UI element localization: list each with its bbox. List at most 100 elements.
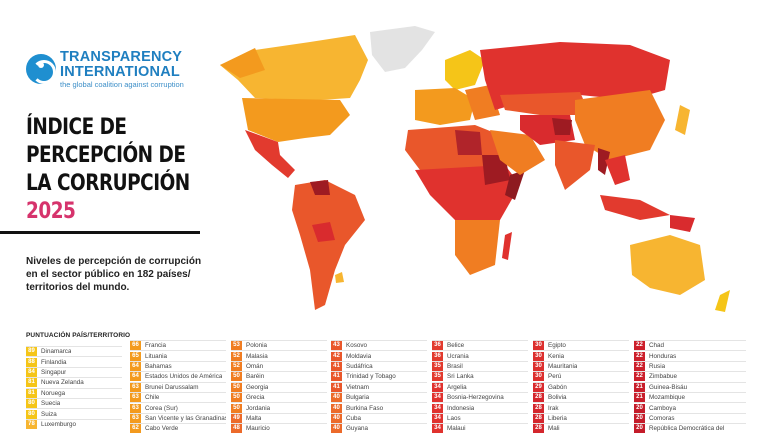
table-row: 80 Suecia: [26, 397, 122, 409]
country-name: Chad: [649, 342, 665, 350]
country-name: Argelia: [447, 383, 467, 391]
score-badge: 64: [130, 361, 141, 371]
score-badge: 34: [432, 413, 443, 423]
score-badge: 20: [634, 413, 645, 423]
country-name: Guinea-Bisáu: [649, 383, 688, 391]
score-badge: 35: [432, 361, 443, 371]
score-badge: 50: [231, 372, 242, 382]
south-america: [292, 180, 365, 310]
table-row: 20 Camboya: [634, 402, 746, 413]
country-name: Belice: [447, 342, 465, 350]
score-badge: 28: [533, 413, 544, 423]
arabia: [490, 130, 545, 175]
title-divider: [0, 231, 200, 234]
table-row: 88 Finlandia: [26, 356, 122, 367]
greenland-shape: [370, 26, 435, 72]
score-badge: 30: [533, 351, 544, 361]
afghanistan: [552, 118, 572, 135]
table-row: 78 Luxemburgo: [26, 418, 122, 429]
score-badge: 89: [26, 347, 37, 357]
country-name: Camboya: [649, 404, 676, 412]
country-name: Egipto: [548, 342, 566, 350]
score-badge: 65: [130, 351, 141, 361]
kazakhstan: [500, 92, 590, 115]
table-row: 40 Cuba: [331, 412, 427, 423]
score-badge: 40: [331, 424, 342, 434]
score-badge: 40: [331, 403, 342, 413]
score-badge: 64: [130, 372, 141, 382]
score-badge: 22: [634, 341, 645, 351]
score-badge: 42: [331, 351, 342, 361]
country-name: Finlandia: [41, 358, 67, 366]
score-badge: 88: [26, 357, 37, 367]
table-row: 28 Bolivia: [533, 391, 629, 403]
country-name: Malta: [246, 414, 262, 422]
table-row: 34 Bosnia-Herzegovina: [432, 391, 528, 403]
country-name: Grecia: [246, 394, 265, 402]
table-row: 42 Moldavia: [331, 350, 427, 361]
subtitle: Niveles de percepción de corrupción en e…: [26, 256, 202, 293]
table-column-3: 53 Polonia 52 Malasia 52 Omán 50 Baréin 50 Ge…: [231, 340, 327, 434]
table-row: 22 Zimbabue: [634, 371, 746, 382]
table-row: 64 Bahamas: [130, 360, 226, 371]
bolivia: [312, 222, 335, 242]
score-badge: 30: [533, 341, 544, 351]
country-name: Comoras: [649, 414, 675, 422]
new-zealand: [715, 290, 730, 312]
score-badge: 30: [533, 361, 544, 371]
country-name: Georgia: [246, 383, 269, 391]
southern-africa: [455, 220, 500, 275]
country-name: Dinamarca: [41, 348, 72, 356]
score-badge: 28: [533, 393, 544, 403]
uruguay: [335, 272, 344, 283]
score-badge: 80: [26, 399, 37, 409]
title-line-3: LA CORRUPCIÓN: [26, 170, 190, 196]
score-badge: 43: [331, 341, 342, 351]
score-badge: 21: [634, 393, 645, 403]
country-name: Cuba: [346, 414, 362, 422]
score-badge: 81: [26, 378, 37, 388]
country-name: Singapur: [41, 368, 67, 376]
table-column-1: 89 Dinamarca 88 Finlandia 84 Singapur 81 Nue…: [26, 346, 122, 429]
table-row: 30 Kenia: [533, 350, 629, 361]
score-badge: 22: [634, 361, 645, 371]
japan: [675, 105, 690, 135]
country-name: Lituania: [145, 352, 168, 360]
score-badge: 21: [634, 382, 645, 392]
country-name: Trinidad y Tobago: [346, 373, 396, 381]
north-america-north: [220, 35, 368, 100]
table-row: 40 Bulgaria: [331, 391, 427, 403]
score-badge: 34: [432, 382, 443, 392]
country-name: Malasia: [246, 352, 268, 360]
table-row: 28 Mali: [533, 423, 629, 434]
country-name: Bulgaria: [346, 394, 370, 402]
table-row: 52 Malasia: [231, 350, 327, 361]
table-column-7: 22 Chad 22 Honduras 22 Rusia 22 Zimbabue 21 G…: [634, 340, 746, 434]
country-name: Corea (Sur): [145, 404, 178, 412]
table-row: 30 Perú: [533, 371, 629, 382]
country-name: Mozambique: [649, 394, 686, 402]
table-row: 34 Indonesia: [432, 402, 528, 413]
table-row: 28 Irak: [533, 402, 629, 413]
score-badge: 48: [231, 424, 242, 434]
country-name: Malaui: [447, 425, 466, 433]
table-row: 52 Omán: [231, 360, 327, 371]
western-europe: [415, 88, 475, 125]
table-row: 22 Rusia: [634, 360, 746, 371]
score-badge: 36: [432, 341, 443, 351]
score-badge: 66: [130, 341, 141, 351]
score-badge: 63: [130, 382, 141, 392]
table-row: 63 Chile: [130, 391, 226, 403]
table-row: 89 Dinamarca: [26, 346, 122, 357]
score-badge: 84: [26, 367, 37, 377]
score-badge: 30: [533, 372, 544, 382]
country-name: San Vicente y las Granadinas: [145, 414, 226, 422]
score-badge: 34: [432, 393, 443, 403]
score-badge: 22: [634, 372, 645, 382]
country-name: Kenia: [548, 352, 565, 360]
australia: [630, 235, 705, 295]
score-badge: 40: [331, 413, 342, 423]
score-badge: 40: [331, 393, 342, 403]
table-row: 50 Georgia: [231, 381, 327, 392]
table-row: 28 Liberia: [533, 412, 629, 423]
